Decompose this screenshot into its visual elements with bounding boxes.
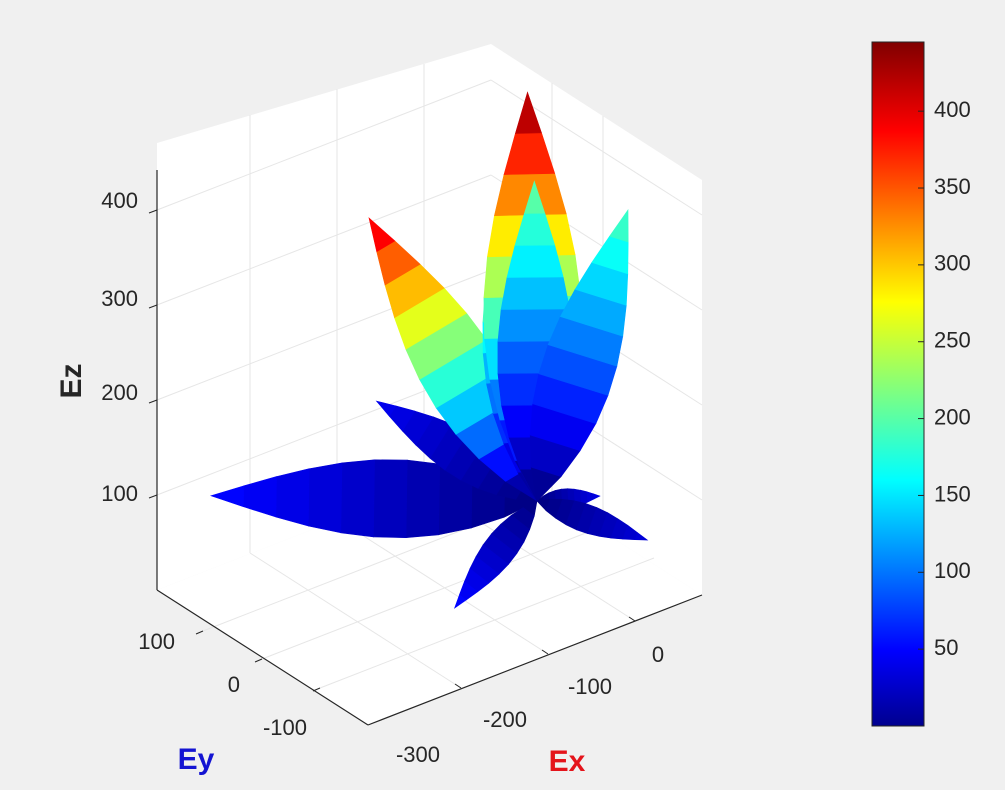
colorbar-tick-label: 350: [934, 174, 971, 199]
x-tick-label: 0: [652, 642, 664, 667]
lobe-segment: [375, 400, 397, 417]
lobe-segment: [275, 468, 310, 527]
z-axis-label: Ez: [55, 363, 88, 398]
radiation-lobe: [529, 209, 629, 502]
y-tick-label: 0: [228, 672, 240, 697]
lobe-segment: [593, 493, 601, 500]
x-axis-label: Ex: [549, 745, 586, 778]
x-tick-label: -200: [483, 707, 527, 732]
tick-marks: [148, 209, 636, 692]
lobe-segment: [514, 91, 542, 134]
colorbar-tick-label: 100: [934, 558, 971, 583]
lobe-segment: [340, 459, 375, 538]
colorbar-tick-label: 250: [934, 328, 971, 353]
y-tick-label: 100: [138, 629, 175, 654]
colorbar: 50 100 150 200 250 300 350 400: [871, 41, 971, 727]
colorbar-tick-label: 50: [934, 635, 958, 660]
lobe-segment: [506, 244, 564, 278]
z-tick-label: 400: [101, 188, 138, 213]
back-wall-left: [157, 44, 491, 590]
lobe-segment: [373, 459, 408, 539]
z-tick-label: 100: [101, 481, 138, 506]
z-tick-labels: 100 200 300 400: [101, 188, 138, 506]
x-tick-labels: -300 -200 -100 0: [396, 642, 664, 767]
radiation-lobe: [536, 498, 649, 541]
z-tick-label: 200: [101, 380, 138, 405]
colorbar-tick-label: 400: [934, 97, 971, 122]
lobe-segment: [634, 532, 649, 541]
y-tick-label: -100: [263, 715, 307, 740]
lobe-segment: [368, 217, 396, 253]
radiation-pattern-surface: [210, 91, 649, 609]
colorbar-tick-label: 200: [934, 404, 971, 429]
radiation-lobe: [453, 500, 538, 609]
colorbar-ticks: 50 100 150 200 250 300 350 400: [918, 97, 971, 660]
axis-lines: [156, 170, 703, 726]
lobe-segment: [500, 276, 571, 310]
colorbar-gradient: [871, 41, 925, 727]
z-tick-label: 300: [101, 286, 138, 311]
lobe-segment: [307, 462, 343, 534]
colorbar-tick-label: 150: [934, 481, 971, 506]
y-axis-label: Ey: [178, 743, 215, 776]
lobe-segment: [453, 594, 467, 609]
lobe-segment: [609, 209, 629, 243]
colorbar-tick-label: 300: [934, 251, 971, 276]
lobe-segment: [523, 180, 546, 214]
x-tick-label: -300: [396, 742, 440, 767]
y-tick-labels: 100 0 -100: [138, 629, 307, 740]
x-tick-label: -100: [568, 674, 612, 699]
lobe-segment: [210, 485, 245, 508]
floor: [157, 460, 702, 725]
lobe-segment: [405, 459, 441, 539]
